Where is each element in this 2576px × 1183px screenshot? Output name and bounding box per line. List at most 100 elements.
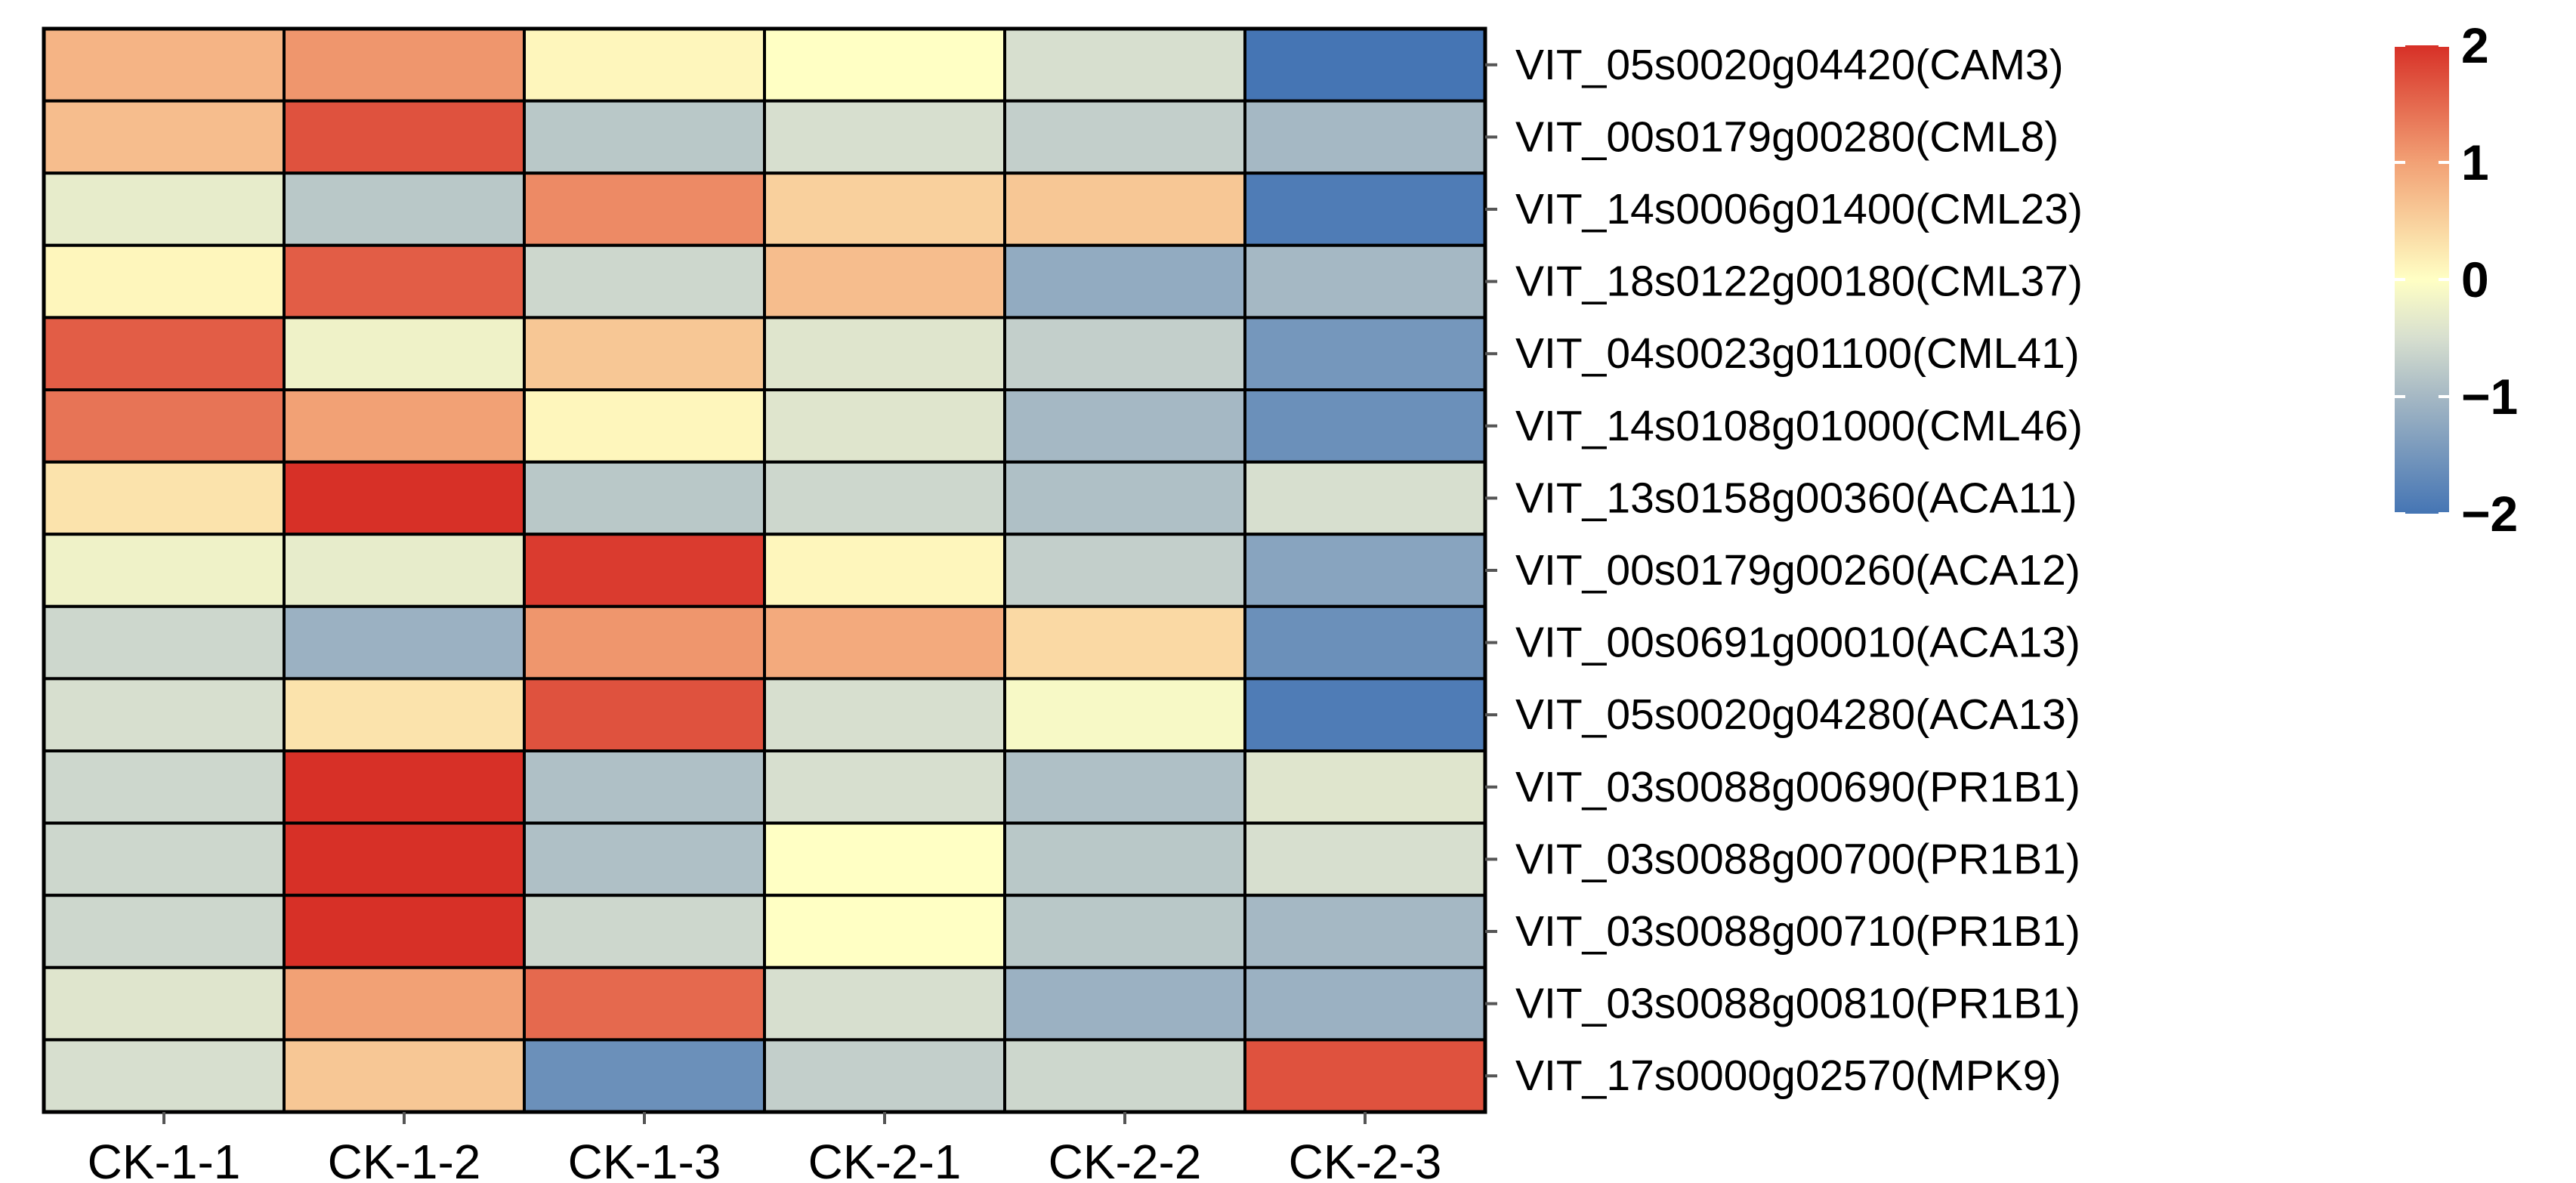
heatmap-cell xyxy=(42,243,286,320)
heatmap-cell xyxy=(763,388,1006,464)
heatmap-cell xyxy=(1243,749,1487,825)
heatmap-cell xyxy=(763,677,1006,753)
column-label: CK-2-1 xyxy=(808,1135,962,1179)
column-label: CK-1-3 xyxy=(568,1135,721,1179)
heatmap-cell xyxy=(42,821,286,897)
legend-tick-label: −1 xyxy=(2461,369,2518,425)
legend-tick-label: −2 xyxy=(2461,486,2518,542)
row-label: VIT_05s0020g04280(ACA13) xyxy=(1515,690,2080,739)
heatmap-cell xyxy=(763,604,1006,681)
heatmap-cell xyxy=(523,749,766,825)
heatmap-cell xyxy=(283,1038,526,1114)
heatmap-cell xyxy=(1003,894,1246,969)
heatmap-cell xyxy=(1003,533,1246,608)
heatmap-cell xyxy=(523,894,766,969)
heatmap-cell xyxy=(763,460,1006,536)
heatmap-cells xyxy=(42,27,1487,1114)
heatmap-cell xyxy=(42,27,286,103)
heatmap-cell xyxy=(283,460,526,536)
heatmap-cell xyxy=(42,316,286,391)
heatmap-cell xyxy=(523,1038,766,1114)
heatmap-cell xyxy=(763,316,1006,391)
heatmap-cell xyxy=(42,677,286,753)
heatmap-cell xyxy=(42,749,286,825)
row-label: VIT_00s0691g00010(ACA13) xyxy=(1515,619,2080,667)
heatmap-cell xyxy=(763,749,1006,825)
heatmap-cell xyxy=(283,316,526,391)
legend-tick-label: 2 xyxy=(2461,17,2489,73)
heatmap-cell xyxy=(1243,316,1487,391)
row-label: VIT_00s0179g00280(CML8) xyxy=(1515,113,2059,161)
heatmap-cell xyxy=(42,388,286,464)
row-label: VIT_14s0006g01400(CML23) xyxy=(1515,185,2083,233)
row-ticks: VIT_05s0020g04420(CAM3) VIT_00s0179g00280… xyxy=(1485,41,2083,1100)
heatmap-cell xyxy=(283,894,526,969)
column-label: CK-2-2 xyxy=(1049,1135,1202,1179)
heatmap-cell xyxy=(1003,243,1246,320)
heatmap-cell xyxy=(523,171,766,247)
heatmap-cell xyxy=(42,460,286,536)
heatmap-cell xyxy=(763,821,1006,897)
heatmap-cell xyxy=(1003,604,1246,681)
heatmap-cell xyxy=(1243,388,1487,464)
heatmap-cell xyxy=(42,1038,286,1114)
heatmap-cell xyxy=(1003,460,1246,536)
row-label: VIT_14s0108g01000(CML46) xyxy=(1515,402,2083,450)
heatmap-cell xyxy=(763,171,1006,247)
row-label: VIT_04s0023g01100(CML41) xyxy=(1515,329,2080,378)
heatmap-cell xyxy=(42,965,286,1042)
column-label: CK-1-2 xyxy=(328,1135,481,1179)
heatmap-cell xyxy=(1003,99,1246,175)
heatmap-cell xyxy=(1243,965,1487,1042)
heatmap-cell xyxy=(283,965,526,1042)
heatmap-cell xyxy=(1243,604,1487,681)
heatmap-cell xyxy=(763,27,1006,103)
column-ticks: CK-1-1 CK-1-2 CK-1-3 CK-2-1 CK-2-2 CK-2-3 xyxy=(88,1112,1442,1183)
heatmap-cell xyxy=(1243,460,1487,536)
row-label: VIT_18s0122g00180(CML37) xyxy=(1515,258,2083,306)
heatmap-cell xyxy=(42,894,286,969)
heatmap-cell xyxy=(1243,27,1487,103)
column-label: CK-2-3 xyxy=(1289,1135,1442,1179)
heatmap-cell xyxy=(523,243,766,320)
heatmap-cell xyxy=(1003,677,1246,753)
row-label: VIT_03s0088g00690(PR1B1) xyxy=(1515,763,2080,811)
heatmap-cell xyxy=(283,604,526,681)
heatmap-cell xyxy=(1243,1038,1487,1114)
heatmap-cell xyxy=(1243,533,1487,608)
color-legend: 2 1 0 −1 −2 xyxy=(2395,17,2518,542)
heatmap-cell xyxy=(763,99,1006,175)
heatmap-cell xyxy=(1243,243,1487,320)
heatmap-cell xyxy=(283,821,526,897)
heatmap-cell xyxy=(523,533,766,608)
heatmap-cell xyxy=(283,27,526,103)
heatmap-cell xyxy=(763,965,1006,1042)
row-label: VIT_03s0088g00700(PR1B1) xyxy=(1515,835,2080,883)
heatmap-cell xyxy=(283,243,526,320)
legend-tick-label: 0 xyxy=(2461,252,2489,307)
heatmap-cell xyxy=(523,460,766,536)
heatmap-cell xyxy=(523,27,766,103)
heatmap-cell xyxy=(763,243,1006,320)
heatmap-cell xyxy=(763,894,1006,969)
heatmap-cell xyxy=(1243,677,1487,753)
heatmap-cell xyxy=(1003,171,1246,247)
heatmap-cell xyxy=(763,1038,1006,1114)
heatmap-cell xyxy=(523,677,766,753)
row-label: VIT_05s0020g04420(CAM3) xyxy=(1515,41,2064,89)
heatmap-cell xyxy=(1243,99,1487,175)
heatmap-cell xyxy=(283,388,526,464)
heatmap-cell xyxy=(1243,171,1487,247)
legend-tick-label: 1 xyxy=(2461,134,2489,190)
heatmap-cell xyxy=(523,821,766,897)
row-label: VIT_03s0088g00710(PR1B1) xyxy=(1515,907,2080,956)
heatmap-cell xyxy=(1003,27,1246,103)
heatmap-cell xyxy=(1003,388,1246,464)
heatmap-cell xyxy=(523,316,766,391)
heatmap-cell xyxy=(283,749,526,825)
heatmap-cell xyxy=(283,171,526,247)
heatmap-cell xyxy=(523,99,766,175)
row-label: VIT_17s0000g02570(MPK9) xyxy=(1515,1052,2061,1100)
column-label: CK-1-1 xyxy=(88,1135,241,1179)
